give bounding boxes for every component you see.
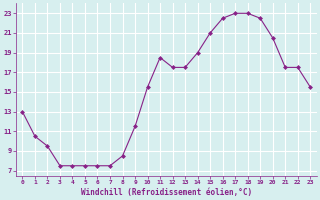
X-axis label: Windchill (Refroidissement éolien,°C): Windchill (Refroidissement éolien,°C) bbox=[81, 188, 252, 197]
